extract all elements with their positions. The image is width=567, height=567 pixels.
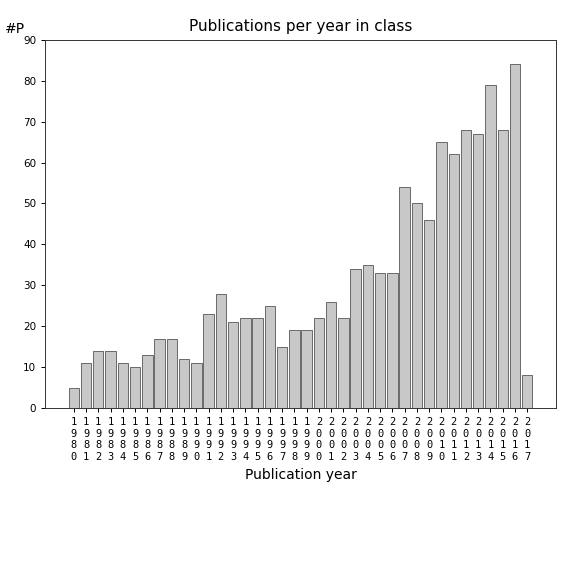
Bar (302, 331, 312, 408)
Bar (424, 220, 434, 408)
Bar (179, 359, 189, 408)
Bar (265, 306, 275, 408)
Bar (93, 351, 104, 408)
Bar (204, 314, 214, 408)
Bar (277, 347, 287, 408)
Bar (228, 322, 238, 408)
Bar (105, 351, 116, 408)
Bar (289, 331, 299, 408)
Bar (215, 294, 226, 408)
Bar (522, 375, 532, 408)
Bar (461, 130, 471, 408)
Bar (400, 187, 410, 408)
Bar (473, 134, 484, 408)
Bar (130, 367, 140, 408)
Bar (240, 318, 251, 408)
Bar (485, 84, 496, 408)
Bar (69, 388, 79, 408)
Bar (436, 142, 447, 408)
Bar (497, 130, 508, 408)
Bar (117, 363, 128, 408)
Bar (326, 302, 336, 408)
Bar (142, 355, 153, 408)
Bar (375, 273, 386, 408)
Bar (338, 318, 349, 408)
Bar (252, 318, 263, 408)
Bar (154, 338, 165, 408)
Bar (448, 154, 459, 408)
Bar (363, 265, 373, 408)
Title: Publications per year in class: Publications per year in class (189, 19, 412, 35)
Bar (350, 269, 361, 408)
Bar (314, 318, 324, 408)
Text: #P: #P (5, 22, 24, 36)
Bar (191, 363, 201, 408)
Bar (412, 204, 422, 408)
X-axis label: Publication year: Publication year (244, 468, 357, 481)
Bar (387, 273, 397, 408)
Bar (81, 363, 91, 408)
Bar (167, 338, 177, 408)
Bar (510, 64, 520, 408)
